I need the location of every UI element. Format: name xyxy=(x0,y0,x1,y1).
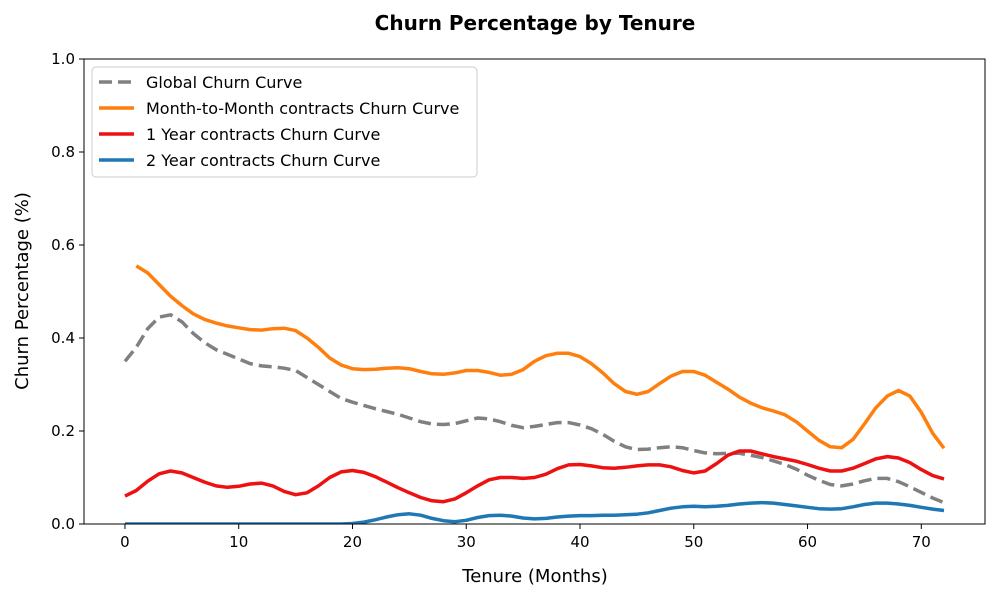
legend-label: Global Churn Curve xyxy=(146,73,302,92)
x-tick-label: 60 xyxy=(798,533,817,551)
x-tick-label: 20 xyxy=(343,533,362,551)
x-tick-label: 0 xyxy=(120,533,130,551)
y-tick-label: 1.0 xyxy=(51,50,75,68)
x-tick-label: 70 xyxy=(912,533,931,551)
series-line-1 xyxy=(135,264,946,450)
y-axis-label: Churn Percentage (%) xyxy=(12,192,33,390)
legend-label: Month-to-Month contracts Churn Curve xyxy=(146,99,459,118)
plot-frame xyxy=(83,58,986,525)
series-line-3 xyxy=(125,500,945,524)
x-tick-label: 10 xyxy=(229,533,248,551)
legend-label: 2 Year contracts Churn Curve xyxy=(146,151,380,170)
axis-ticks: 0 10 20 30 40 50 60 70 0.0 0.2 0.4 0.6 0.8 1.0 xyxy=(51,50,931,551)
legend-box xyxy=(91,66,478,178)
x-tick-label: 30 xyxy=(457,533,476,551)
y-tick-label: 0.4 xyxy=(51,329,75,347)
legend: Global Churn Curve Month-to-Month contrac… xyxy=(91,66,478,178)
plot-area xyxy=(123,264,946,524)
y-tick-label: 0.8 xyxy=(51,143,75,161)
y-tick-label: 0.2 xyxy=(51,422,75,440)
x-axis-label: Tenure (Months) xyxy=(461,566,607,587)
series-line-0 xyxy=(123,313,945,505)
x-tick-label: 40 xyxy=(570,533,589,551)
legend-label: 1 Year contracts Churn Curve xyxy=(146,125,380,144)
y-tick-label: 0.6 xyxy=(51,236,75,254)
x-tick-label: 50 xyxy=(684,533,703,551)
y-tick-label: 0.0 xyxy=(51,515,75,533)
series-line-2 xyxy=(124,449,945,504)
chart-title: Churn Percentage by Tenure xyxy=(375,11,696,35)
